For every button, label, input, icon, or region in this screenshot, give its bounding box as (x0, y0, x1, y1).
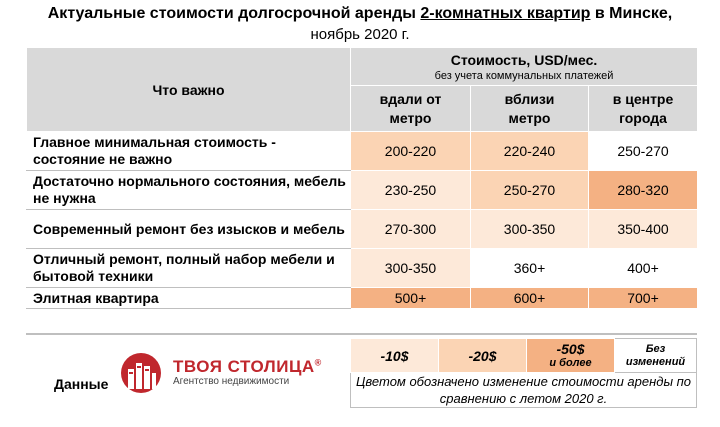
table-cell: 280-320 (587, 170, 699, 210)
table-cell: 700+ (587, 287, 699, 309)
row-label: Достаточно нормального состояния, мебель… (26, 170, 351, 210)
data-source-label: Данные (54, 376, 109, 392)
table-cell: 300-350 (350, 248, 471, 288)
table-cell: 220-240 (470, 131, 589, 171)
title-suffix: в Минске, (590, 5, 673, 22)
cost-header: Стоимость, USD/мес. без учета коммунальн… (349, 47, 699, 86)
color-legend: -10$ -20$ -50$ и более Без изменений Цве… (350, 338, 697, 408)
col-header-what-label: Что важно (152, 81, 225, 98)
table-cell: 300-350 (470, 209, 589, 249)
building-logo-icon (121, 353, 161, 393)
table-row: Современный ремонт без изысков и мебель … (26, 209, 699, 249)
table-cell: 270-300 (350, 209, 471, 249)
table-row: Главное минимальная стоимость - состояни… (26, 131, 699, 171)
rent-table: Что важно Стоимость, USD/мес. без учета … (26, 47, 699, 309)
table-row: Элитная квартира 500+ 600+ 700+ (26, 287, 699, 309)
legend-no-change: Без изменений (614, 338, 697, 373)
cost-header-sub: без учета коммунальных платежей (434, 69, 614, 82)
cost-header-label: Стоимость, USD/мес. (450, 51, 598, 68)
legend-minus50: -50$ и более (526, 338, 615, 373)
page-subtitle: ноябрь 2020 г. (310, 26, 410, 43)
row-label: Отличный ремонт, полный набор мебели и б… (26, 248, 351, 288)
row-label: Элитная квартира (26, 287, 351, 309)
table-row: Достаточно нормального состояния, мебель… (26, 170, 699, 210)
legend-minus50-value: -50$ (556, 340, 585, 357)
row-label: Главное минимальная стоимость - состояни… (26, 131, 351, 171)
col-header-far: вдали от метро (350, 85, 471, 132)
col-header-center: в центре города (587, 85, 699, 132)
table-cell: 250-270 (587, 131, 699, 171)
col-header-near: вблизи метро (470, 85, 589, 132)
company-logo: ТВОЯ СТОЛИЦА® Агентство недвижимости (118, 352, 344, 394)
legend-minus20: -20$ (438, 338, 527, 373)
table-cell: 400+ (587, 248, 699, 288)
logo-subtitle: Агентство недвижимости (173, 376, 290, 387)
legend-note: Цветом обозначено изменение стоимости ар… (350, 372, 697, 408)
logo-name-text: ТВОЯ СТОЛИЦА (173, 357, 315, 376)
table-cell: 600+ (470, 287, 589, 309)
table-cell: 350-400 (587, 209, 699, 249)
divider (26, 333, 697, 335)
table-cell: 200-220 (350, 131, 471, 171)
legend-minus50-more: и более (549, 356, 592, 369)
title-prefix: Актуальные стоимости долгосрочной аренды (47, 5, 421, 22)
row-label: Современный ремонт без изысков и мебель (26, 209, 351, 249)
table-cell: 500+ (350, 287, 471, 309)
table-cell: 250-270 (470, 170, 589, 210)
col-header-what: Что важно (26, 47, 351, 132)
logo-name: ТВОЯ СТОЛИЦА® (173, 357, 322, 377)
legend-minus10: -10$ (350, 338, 439, 373)
table-cell: 360+ (470, 248, 589, 288)
logo-registered: ® (314, 357, 322, 368)
table-row: Отличный ремонт, полный набор мебели и б… (26, 248, 699, 288)
page-title: Актуальные стоимости долгосрочной аренды… (0, 4, 720, 24)
title-highlight: 2-комнатных квартир (420, 5, 591, 22)
table-cell: 230-250 (350, 170, 471, 210)
